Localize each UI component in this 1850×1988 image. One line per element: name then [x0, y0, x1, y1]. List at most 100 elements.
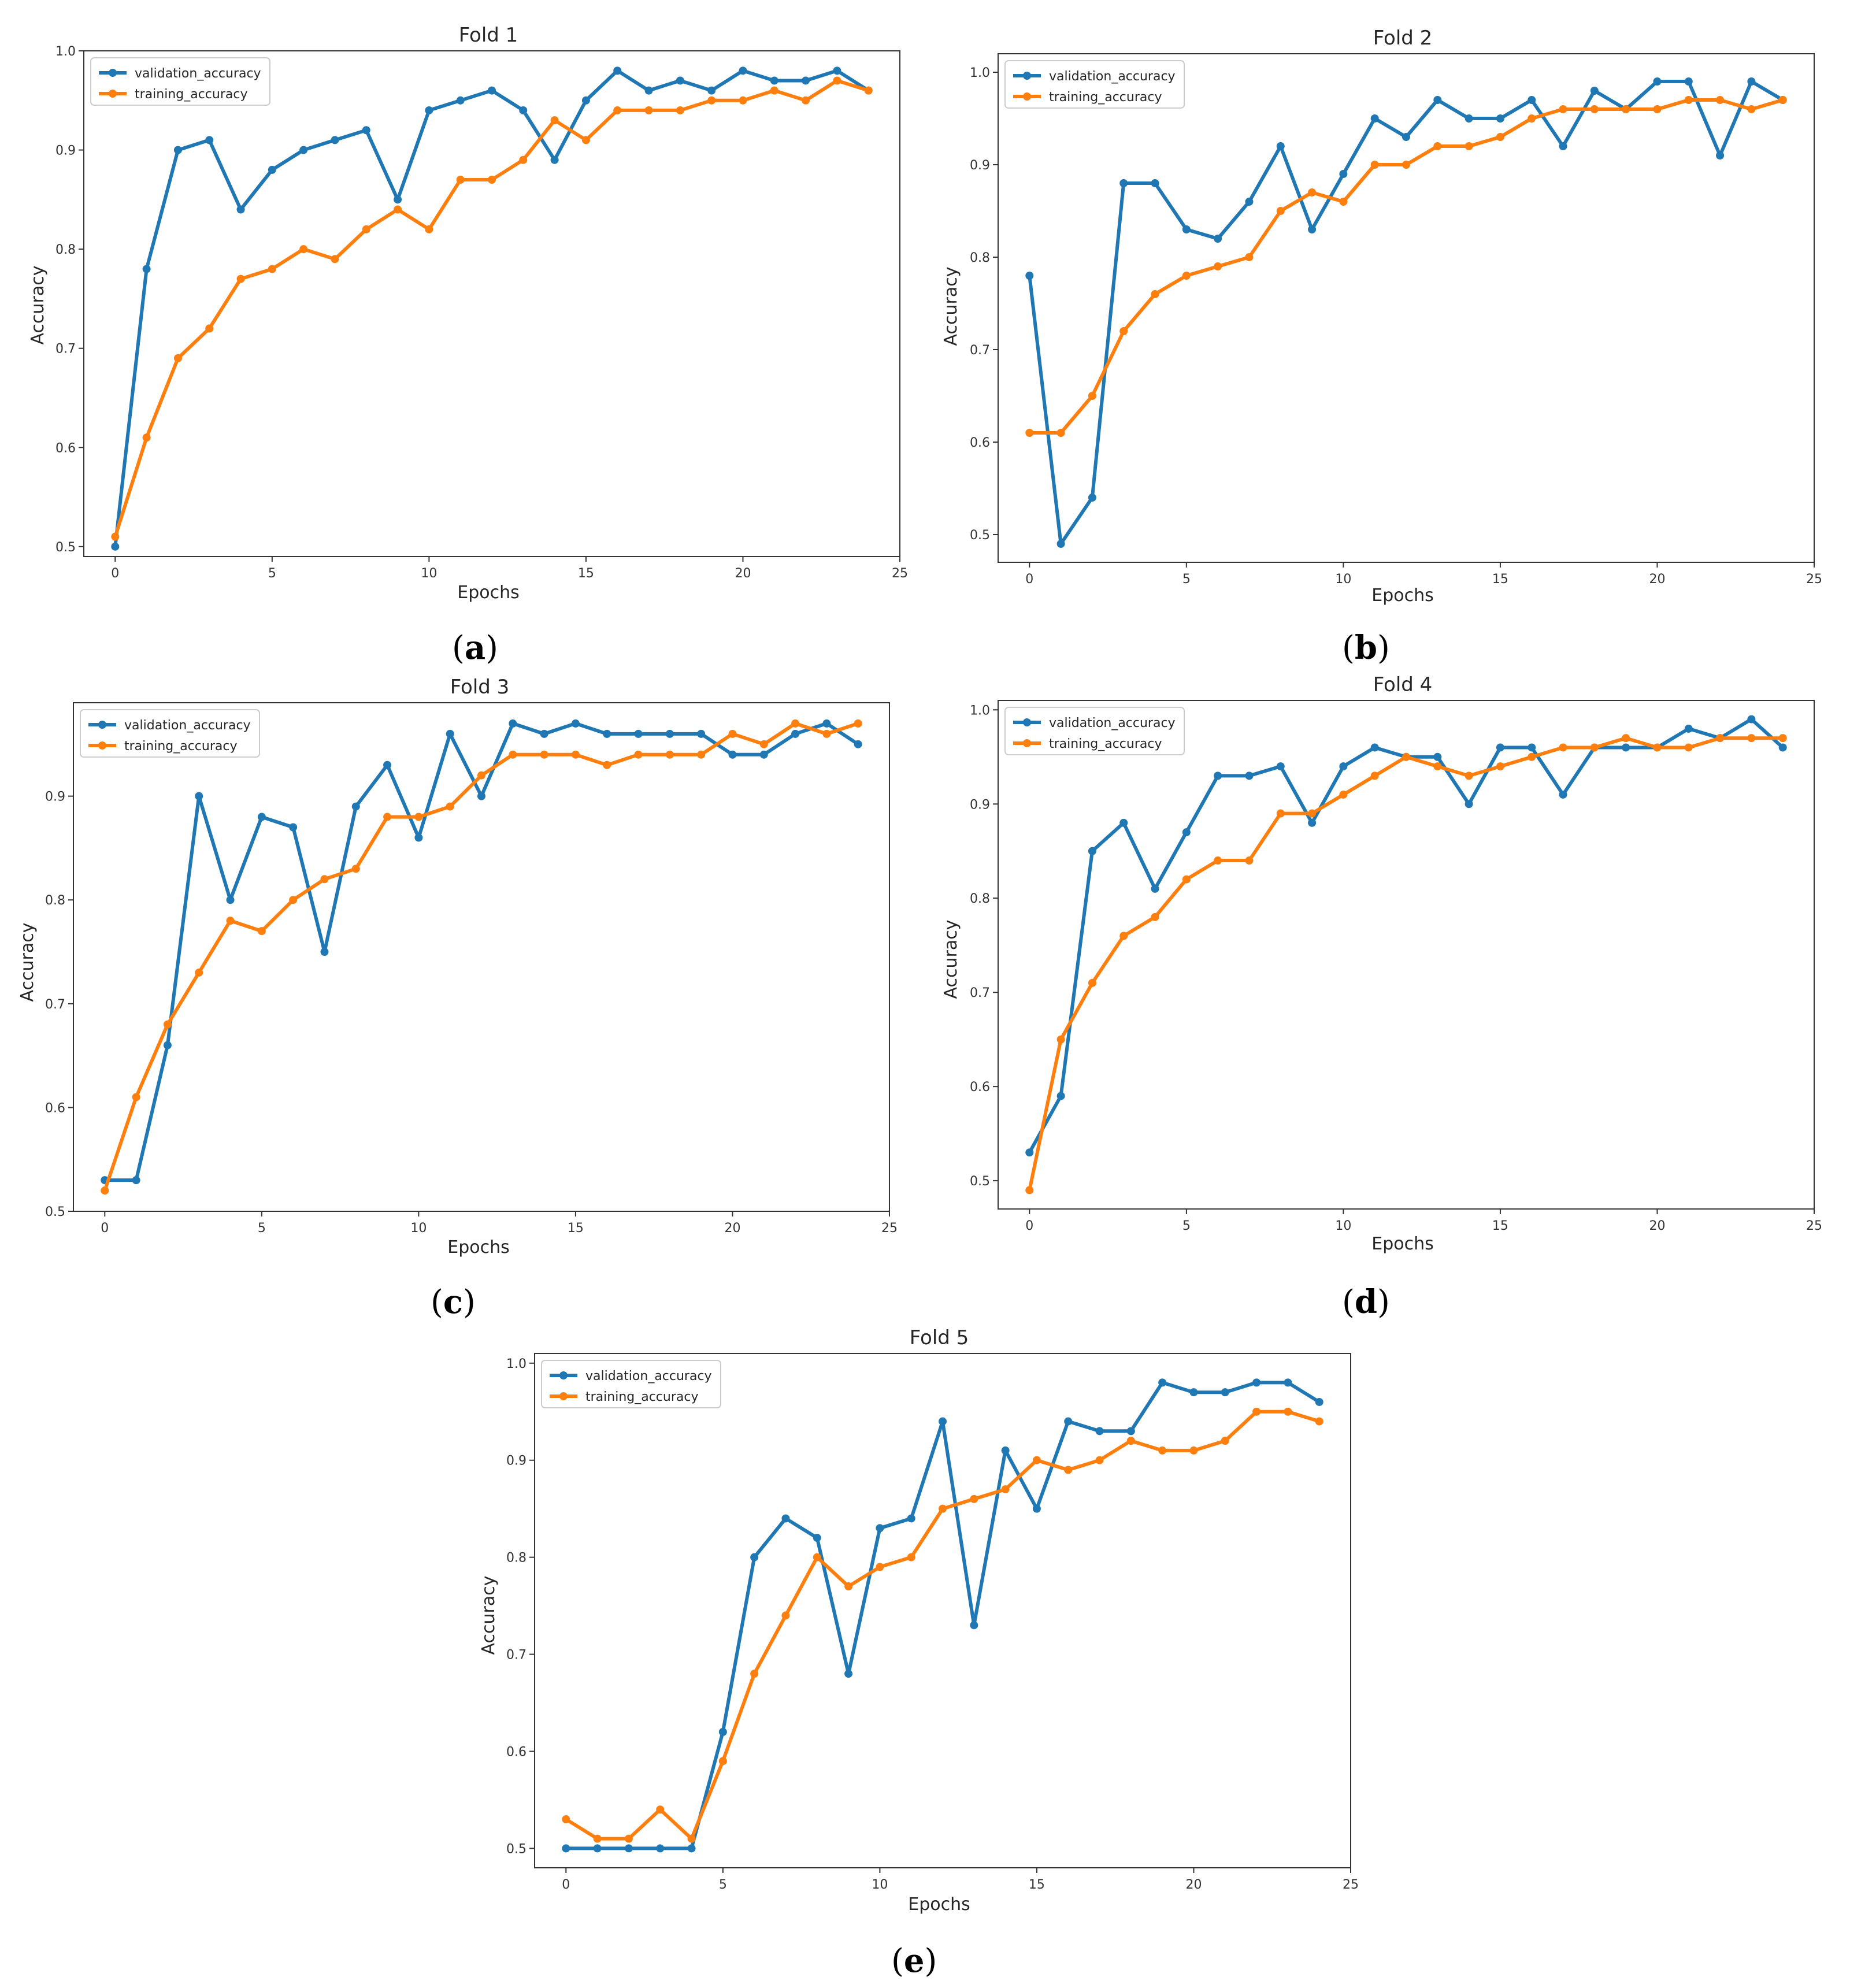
data-point-validation-accuracy	[257, 813, 266, 821]
data-point-validation-accuracy	[1370, 743, 1379, 752]
data-point-training-accuracy	[813, 1553, 821, 1562]
data-point-training-accuracy	[1245, 253, 1254, 261]
caption-letter: d	[1355, 1283, 1377, 1321]
caption-letter: a	[465, 629, 485, 667]
data-point-validation-accuracy	[1315, 1397, 1323, 1406]
legend-label: validation_accuracy	[135, 66, 261, 81]
data-point-validation-accuracy	[1025, 1148, 1034, 1157]
data-point-training-accuracy	[750, 1670, 759, 1678]
data-point-training-accuracy	[1151, 290, 1159, 298]
data-point-validation-accuracy	[1064, 1417, 1073, 1426]
legend-label: validation_accuracy	[1049, 716, 1176, 730]
data-point-training-accuracy	[1653, 743, 1662, 752]
data-point-training-accuracy	[236, 275, 245, 283]
data-point-training-accuracy	[1308, 188, 1317, 196]
data-point-training-accuracy	[613, 106, 622, 114]
legend-marker	[559, 1371, 568, 1379]
data-point-validation-accuracy	[414, 833, 423, 842]
data-point-validation-accuracy	[132, 1176, 140, 1185]
axes-frame	[998, 700, 1815, 1210]
data-point-validation-accuracy	[236, 205, 245, 214]
legend-marker	[98, 741, 106, 750]
caption-close: )	[1377, 1284, 1390, 1321]
data-point-validation-accuracy	[1747, 715, 1756, 724]
data-point-training-accuracy	[1496, 762, 1504, 771]
x-tick-label: 20	[1649, 572, 1665, 587]
x-tick-label: 25	[1806, 1219, 1822, 1233]
data-point-validation-accuracy	[907, 1514, 915, 1523]
data-point-training-accuracy	[1465, 772, 1473, 780]
x-tick-label: 0	[111, 566, 119, 581]
data-point-validation-accuracy	[488, 86, 496, 95]
data-point-training-accuracy	[770, 86, 778, 95]
data-point-validation-accuracy	[550, 155, 559, 164]
y-axis-label: Accuracy	[479, 1576, 499, 1655]
data-point-training-accuracy	[132, 1093, 140, 1101]
data-point-training-accuracy	[1684, 743, 1693, 752]
data-point-validation-accuracy	[1284, 1378, 1292, 1387]
x-tick-label: 20	[1185, 1878, 1202, 1892]
caption-letter: b	[1355, 629, 1377, 667]
chart-title: Fold 1	[459, 24, 518, 47]
y-tick-label: 0.8	[45, 893, 65, 908]
data-point-training-accuracy	[1559, 105, 1567, 113]
y-tick-label: 1.0	[55, 44, 76, 59]
data-point-validation-accuracy	[644, 86, 653, 95]
data-point-training-accuracy	[1126, 1437, 1135, 1445]
legend-label: training_accuracy	[124, 739, 238, 754]
data-point-validation-accuracy	[1221, 1388, 1229, 1397]
y-tick-label: 0.7	[55, 342, 76, 357]
data-point-training-accuracy	[142, 433, 151, 442]
legend-marker	[1023, 72, 1031, 80]
panel-caption: (e)	[891, 1942, 937, 1980]
data-point-training-accuracy	[289, 896, 298, 904]
series-line-validation-accuracy	[113, 69, 870, 547]
data-point-training-accuracy	[446, 802, 454, 811]
data-point-validation-accuracy	[1214, 235, 1222, 243]
data-point-training-accuracy	[687, 1834, 696, 1843]
data-point-validation-accuracy	[1182, 828, 1191, 837]
data-point-training-accuracy	[320, 875, 329, 884]
legend-box	[541, 1360, 721, 1408]
data-point-validation-accuracy	[781, 1514, 790, 1523]
data-point-training-accuracy	[1088, 978, 1096, 987]
legend: validation_accuracy training_accuracy	[1004, 707, 1185, 755]
x-tick-label: 20	[724, 1221, 740, 1236]
chart-fold-1: Fold 1 0 5 10 15 20 25 0.5 0.6 0.7 0.8 0.9 1.0 valid…	[28, 24, 908, 667]
legend: validation_accuracy training_accuracy	[80, 709, 260, 758]
data-point-validation-accuracy	[1119, 179, 1128, 187]
caption-open: (	[1342, 629, 1355, 667]
data-point-training-accuracy	[1064, 1466, 1073, 1474]
data-point-training-accuracy	[1496, 133, 1504, 141]
x-tick-label: 0	[562, 1878, 570, 1892]
caption-open: (	[1342, 1284, 1355, 1321]
data-point-training-accuracy	[697, 750, 706, 759]
data-point-training-accuracy	[1465, 142, 1473, 150]
caption-open: (	[431, 1284, 443, 1321]
data-point-validation-accuracy	[111, 542, 120, 551]
data-point-validation-accuracy	[802, 76, 810, 85]
x-tick-label: 15	[1492, 1219, 1508, 1233]
data-point-training-accuracy	[593, 1834, 602, 1843]
caption-open: (	[891, 1942, 904, 1980]
data-point-training-accuracy	[1315, 1417, 1323, 1426]
caption-letter: c	[443, 1283, 463, 1321]
data-point-training-accuracy	[1433, 142, 1442, 150]
data-point-training-accuracy	[1716, 734, 1725, 743]
data-point-validation-accuracy	[1245, 198, 1254, 206]
y-tick-label: 0.7	[970, 343, 990, 358]
data-point-training-accuracy	[268, 265, 276, 273]
x-tick-label: 15	[568, 1221, 584, 1236]
data-point-training-accuracy	[1559, 743, 1567, 752]
panel-caption: (c)	[431, 1283, 476, 1321]
data-point-validation-accuracy	[1032, 1504, 1041, 1513]
chart-title: Fold 2	[1373, 27, 1433, 50]
y-tick-label: 0.6	[55, 441, 76, 455]
data-point-training-accuracy	[1308, 809, 1317, 818]
data-point-validation-accuracy	[1465, 800, 1473, 808]
data-point-validation-accuracy	[593, 1844, 602, 1853]
axes-frame	[534, 1353, 1351, 1868]
data-point-training-accuracy	[1684, 96, 1693, 104]
data-point-training-accuracy	[665, 750, 674, 759]
data-point-training-accuracy	[634, 750, 643, 759]
